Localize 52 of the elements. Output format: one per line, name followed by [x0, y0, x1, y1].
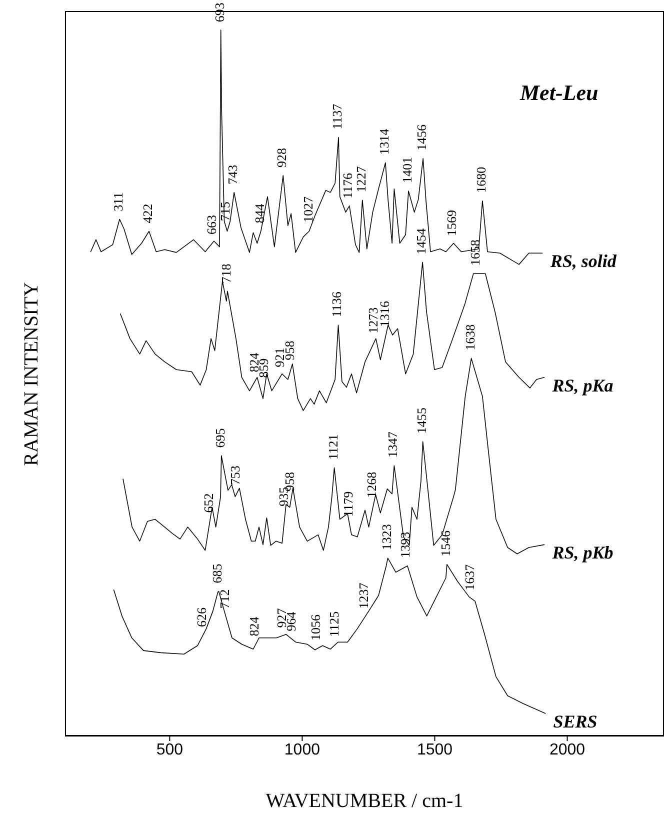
annotation: 1569 — [444, 210, 460, 236]
annotation: 1227 — [353, 166, 368, 192]
annotation: 626 — [194, 607, 210, 628]
annotation: 743 — [225, 164, 240, 184]
annotation: 1268 — [364, 472, 380, 498]
annotation: 663 — [204, 215, 219, 235]
annotation: 1658 — [468, 240, 483, 266]
annotation: 1455 — [414, 408, 429, 434]
text: Met-Leu — [520, 80, 598, 106]
annotation: 1176 — [340, 172, 355, 199]
annotation: 844 — [252, 203, 267, 224]
annotation: 928 — [274, 148, 290, 168]
annotation: 1056 — [308, 614, 324, 640]
annotation: 1323 — [378, 524, 394, 550]
series-label: RS, solid — [549, 251, 618, 272]
annotation: 715 — [218, 202, 233, 222]
y-axis-title: RAMAN INTENSITY — [20, 282, 44, 466]
annotation: 1637 — [462, 564, 478, 590]
series-label: SERS — [553, 711, 598, 732]
x-tick-label: 2000 — [549, 741, 586, 758]
annotation: 1638 — [462, 324, 478, 350]
annotation: 712 — [216, 589, 232, 609]
x-axis-title: WAVENUMBER / cm-1 — [266, 790, 464, 812]
x-tick-label: 1500 — [416, 741, 453, 758]
annotation: 693 — [212, 2, 227, 22]
annotation: 1393 — [397, 532, 412, 558]
annotation: 1347 — [385, 431, 400, 458]
series-label: RS, pKa — [551, 375, 614, 396]
annotation: 824 — [246, 616, 262, 636]
annotation: 1456 — [414, 124, 430, 151]
annotation: 1121 — [325, 434, 340, 460]
annotation: 1314 — [376, 128, 392, 155]
annotation: 311 — [110, 192, 126, 212]
annotation: 1137 — [330, 103, 345, 130]
annotation: 1136 — [329, 291, 344, 318]
annotation: 1027 — [300, 196, 316, 223]
annotation: 1237 — [356, 582, 372, 609]
annotation: 753 — [228, 466, 243, 486]
x-tick-label: 500 — [156, 741, 184, 758]
annotation: 1125 — [326, 611, 342, 637]
series-label: RS, pKb — [551, 542, 614, 563]
annotation: 718 — [218, 264, 234, 284]
annotation: 1401 — [399, 157, 414, 184]
annotation: 1680 — [473, 166, 488, 193]
annotation: 1454 — [414, 228, 429, 254]
annotation: 422 — [140, 204, 156, 224]
annotation: 1179 — [340, 491, 356, 517]
annotation: 1546 — [438, 530, 453, 556]
x-tick-label: 1000 — [284, 741, 320, 758]
annotation: 685 — [210, 564, 225, 584]
annotation: 652 — [200, 493, 216, 513]
annotation: 695 — [212, 428, 228, 448]
